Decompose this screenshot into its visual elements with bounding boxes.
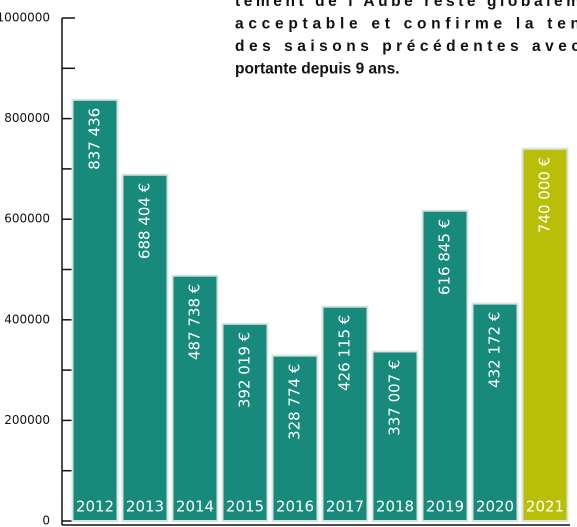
x-tick-label: 2020 bbox=[476, 498, 514, 516]
x-tick-label: 2014 bbox=[176, 498, 214, 516]
x-tick-label: 2012 bbox=[76, 498, 114, 516]
bar bbox=[221, 322, 269, 523]
y-tick-label: 1000000 bbox=[0, 11, 50, 25]
value-label: 328 774 € bbox=[286, 364, 304, 440]
value-label: 432 172 € bbox=[486, 312, 504, 388]
y-tick-label: 0 bbox=[42, 514, 50, 527]
value-label: 337 007 € bbox=[386, 359, 404, 435]
x-tick-label: 2016 bbox=[276, 498, 314, 516]
value-label: 740 000 € bbox=[536, 157, 554, 233]
value-label: 688 404 € bbox=[136, 183, 154, 259]
bar bbox=[171, 274, 219, 522]
bar bbox=[121, 173, 169, 522]
bar bbox=[71, 98, 119, 523]
y-tick-label: 800000 bbox=[4, 111, 50, 125]
x-tick-label: 2013 bbox=[126, 498, 164, 516]
annotation-line: tement de l'Aube reste globalem bbox=[235, 0, 577, 10]
value-label: 392 019 € bbox=[236, 332, 254, 408]
y-tick-label: 600000 bbox=[4, 212, 50, 226]
value-label: 487 738 € bbox=[186, 284, 204, 360]
x-tick-label: 2019 bbox=[426, 498, 464, 516]
annotation-line: des saisons précédentes avec bbox=[235, 38, 577, 55]
bar bbox=[521, 147, 569, 522]
annotation-line: portante depuis 9 ans. bbox=[235, 61, 400, 78]
annotation-line: acceptable et confirme la ten bbox=[235, 16, 577, 33]
y-tick-label: 200000 bbox=[4, 413, 50, 427]
value-label: 616 845 € bbox=[436, 219, 454, 295]
bar bbox=[321, 305, 369, 522]
y-tick-label: 400000 bbox=[4, 312, 50, 326]
value-label: 837 436 bbox=[86, 108, 104, 170]
bar bbox=[371, 350, 419, 522]
x-tick-label: 2017 bbox=[326, 498, 364, 516]
x-tick-label: 2018 bbox=[376, 498, 414, 516]
bar bbox=[271, 354, 319, 522]
bar bbox=[471, 302, 519, 523]
value-label: 426 115 € bbox=[336, 315, 354, 391]
bar bbox=[421, 209, 469, 522]
x-tick-label: 2015 bbox=[226, 498, 264, 516]
x-tick-label: 2021 bbox=[526, 498, 564, 516]
